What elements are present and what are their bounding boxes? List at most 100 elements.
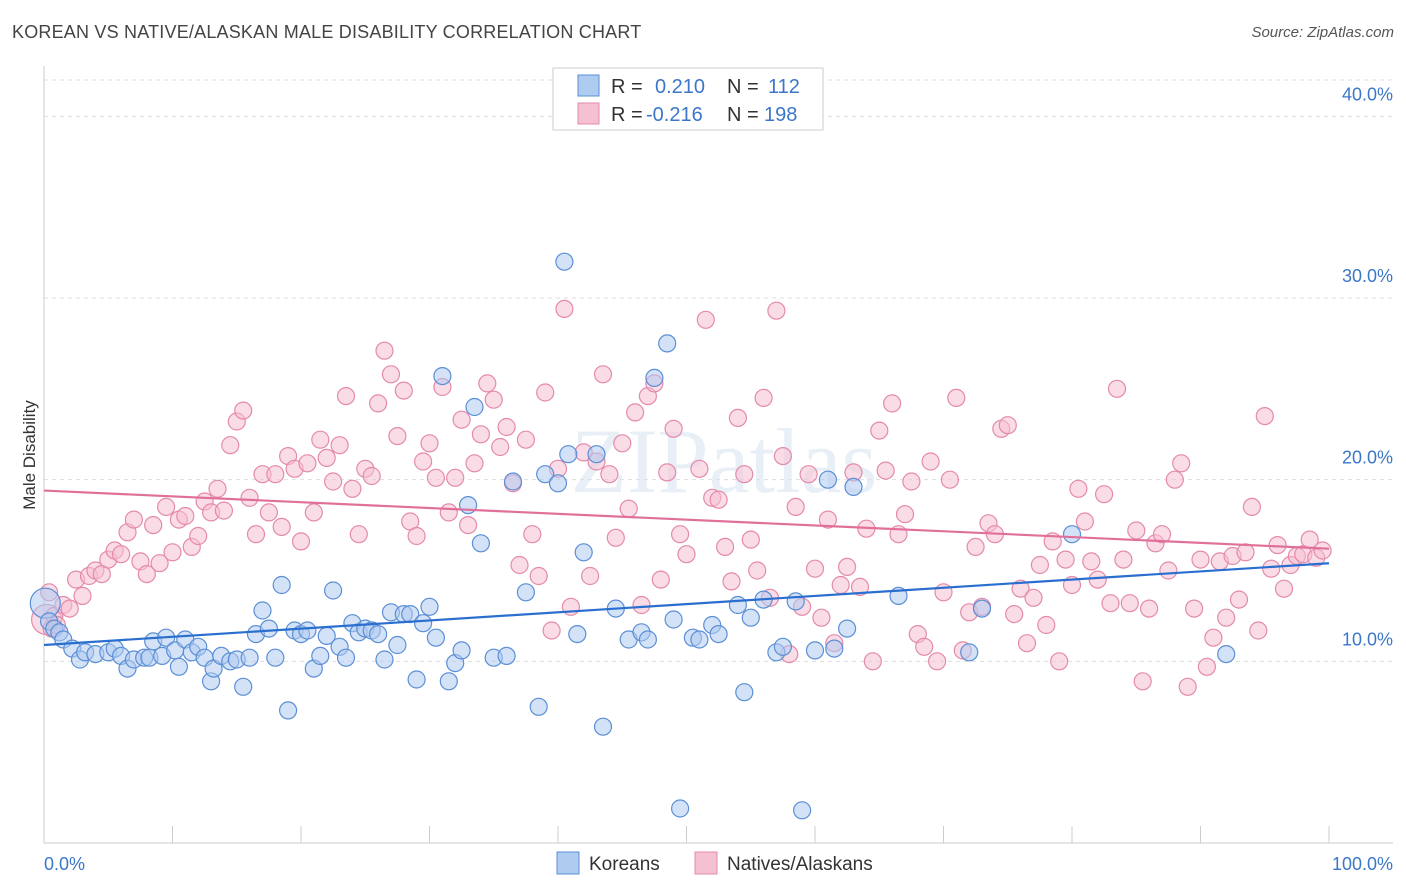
native-point bbox=[921, 452, 940, 471]
native-point bbox=[272, 517, 291, 537]
native-point bbox=[1165, 470, 1184, 489]
native-point bbox=[613, 434, 632, 453]
native-point bbox=[1191, 550, 1210, 569]
native-point bbox=[709, 490, 728, 509]
native-point bbox=[593, 365, 613, 384]
native-point bbox=[111, 545, 131, 564]
korean-point bbox=[414, 614, 433, 633]
korean-point bbox=[234, 677, 253, 696]
korean-point bbox=[529, 697, 548, 716]
native-point bbox=[837, 557, 857, 577]
native-point bbox=[600, 465, 619, 484]
native-point bbox=[1255, 407, 1274, 426]
native-point bbox=[336, 387, 356, 406]
korean-point bbox=[574, 543, 593, 562]
legend-natives-label: Natives/Alaskans bbox=[727, 854, 873, 875]
native-point bbox=[741, 530, 760, 549]
native-point bbox=[1127, 521, 1146, 540]
native-point bbox=[831, 575, 850, 595]
native-point bbox=[459, 515, 478, 535]
x-tick-label: 100.0% bbox=[1332, 854, 1393, 874]
native-point bbox=[1262, 559, 1281, 578]
y-tick-label: 10.0% bbox=[1342, 629, 1393, 649]
native-point bbox=[1017, 634, 1037, 653]
native-point bbox=[1094, 485, 1114, 504]
native-point bbox=[1139, 599, 1159, 618]
native-point bbox=[298, 454, 317, 473]
native-point bbox=[1172, 454, 1191, 473]
natives-legend-swatch bbox=[577, 102, 600, 125]
y-axis-ticks: 10.0% 20.0% 30.0% 40.0% bbox=[1342, 84, 1393, 649]
native-point bbox=[388, 427, 407, 446]
native-point bbox=[773, 447, 793, 466]
native-point bbox=[715, 537, 735, 557]
natives-n-value: 198 bbox=[764, 104, 797, 126]
native-point bbox=[728, 408, 748, 427]
native-point bbox=[651, 570, 670, 589]
y-axis-label: Male Disability bbox=[20, 400, 39, 510]
koreans-r-value: 0.210 bbox=[655, 76, 705, 98]
korean-point bbox=[792, 801, 812, 820]
korean-point bbox=[465, 397, 484, 417]
koreans-r-label: R = bbox=[611, 76, 643, 98]
native-point bbox=[1101, 594, 1120, 613]
native-point bbox=[124, 510, 143, 529]
native-point bbox=[619, 499, 638, 518]
native-point bbox=[523, 525, 542, 544]
native-point bbox=[1274, 579, 1294, 598]
korean-point bbox=[960, 643, 979, 662]
korean-point bbox=[670, 799, 690, 818]
native-point bbox=[748, 561, 767, 580]
korean-point bbox=[1062, 525, 1082, 544]
chart-title: KOREAN VS NATIVE/ALASKAN MALE DISABILITY… bbox=[12, 22, 642, 42]
native-point bbox=[426, 468, 445, 487]
native-point bbox=[381, 365, 401, 384]
native-point bbox=[529, 566, 548, 586]
korean-trend-line bbox=[43, 562, 1330, 647]
korean-point bbox=[548, 474, 568, 493]
korean-point bbox=[559, 445, 578, 464]
y-tick-label: 30.0% bbox=[1342, 266, 1393, 286]
native-point bbox=[812, 608, 831, 627]
korean-point bbox=[638, 630, 658, 649]
korean-point bbox=[279, 701, 298, 720]
trend-lines bbox=[43, 489, 1330, 647]
native-point bbox=[240, 488, 259, 507]
native-point bbox=[902, 472, 921, 491]
korean-point bbox=[516, 583, 536, 602]
native-point bbox=[1114, 550, 1133, 569]
native-point bbox=[150, 554, 169, 573]
native-point bbox=[394, 381, 413, 400]
native-point bbox=[1069, 479, 1088, 498]
native-point bbox=[1236, 543, 1255, 562]
native-point bbox=[1242, 497, 1262, 516]
korean-point bbox=[568, 624, 587, 644]
native-point bbox=[786, 497, 805, 516]
korean-point bbox=[253, 601, 272, 620]
native-point bbox=[876, 461, 895, 480]
native-point bbox=[137, 564, 156, 584]
native-point bbox=[805, 559, 825, 578]
native-point bbox=[555, 299, 574, 318]
native-point bbox=[446, 468, 465, 487]
native-point bbox=[998, 416, 1017, 435]
native-point bbox=[1120, 594, 1139, 613]
korean-point bbox=[837, 619, 857, 638]
native-point bbox=[895, 505, 915, 524]
native-point bbox=[484, 390, 503, 409]
native-point bbox=[966, 537, 985, 557]
legend-koreans-label: Koreans bbox=[589, 854, 660, 875]
native-point bbox=[632, 595, 651, 615]
native-point bbox=[407, 526, 426, 546]
series-legend: Koreans Natives/Alaskans bbox=[556, 851, 873, 875]
native-point bbox=[670, 525, 690, 544]
korean-point bbox=[369, 624, 388, 644]
x-tick-label: 0.0% bbox=[44, 854, 85, 874]
native-point bbox=[1037, 615, 1056, 635]
korean-point bbox=[664, 610, 683, 629]
native-point bbox=[144, 515, 163, 535]
native-point bbox=[1107, 379, 1127, 398]
native-point bbox=[414, 452, 433, 471]
koreans-n-label: N = bbox=[727, 76, 759, 98]
